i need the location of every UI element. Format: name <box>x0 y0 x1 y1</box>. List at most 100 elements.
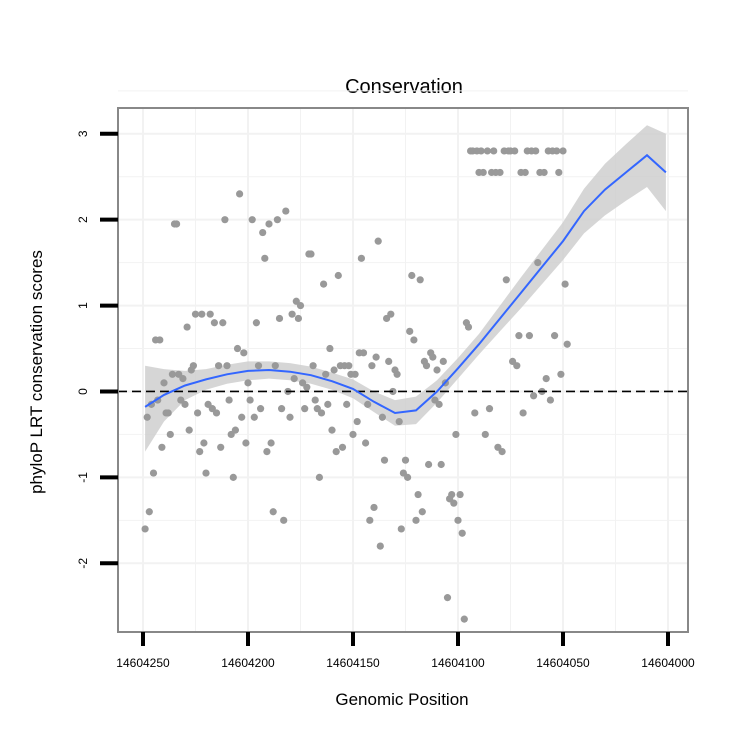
data-point <box>458 529 466 537</box>
data-point <box>395 417 403 426</box>
data-point <box>143 413 151 421</box>
data-point <box>359 349 368 357</box>
data-point <box>278 405 286 413</box>
data-point <box>393 370 401 378</box>
data-point <box>238 413 246 421</box>
data-point <box>145 508 153 516</box>
data-point <box>456 490 464 499</box>
data-point <box>362 439 370 447</box>
data-point <box>429 353 437 361</box>
data-point <box>173 220 181 228</box>
data-point <box>513 362 521 370</box>
data-point <box>479 168 487 177</box>
x-axis-label: Genomic Position <box>335 690 468 709</box>
data-point <box>225 396 233 404</box>
data-point <box>406 327 414 335</box>
data-point <box>280 516 288 524</box>
data-point <box>534 259 542 267</box>
data-point <box>483 147 491 155</box>
data-point <box>200 439 208 447</box>
data-point <box>267 439 275 447</box>
data-point <box>309 362 317 370</box>
data-point <box>372 353 380 361</box>
data-point <box>202 469 210 477</box>
data-point <box>219 319 227 327</box>
data-point <box>370 503 378 512</box>
data-point <box>542 374 550 383</box>
data-point <box>250 413 258 421</box>
data-point <box>351 370 359 378</box>
data-point <box>557 370 565 378</box>
data-point <box>242 439 250 447</box>
data-point <box>303 383 311 391</box>
data-point <box>378 413 386 421</box>
x-tick-label: 14604100 <box>431 656 485 670</box>
x-tick-label: 14604250 <box>116 656 170 670</box>
data-point <box>315 473 323 481</box>
data-point <box>263 448 271 456</box>
x-tick-label: 14604050 <box>536 656 590 670</box>
data-point <box>435 400 443 408</box>
data-point <box>366 516 374 524</box>
data-point <box>311 396 319 404</box>
data-point <box>454 516 462 524</box>
data-point <box>164 409 172 417</box>
data-point <box>322 370 330 378</box>
data-point <box>450 499 458 507</box>
data-point <box>290 374 298 383</box>
data-point <box>519 409 527 417</box>
data-point <box>425 460 433 469</box>
data-point <box>212 409 221 417</box>
data-point <box>330 366 338 374</box>
data-point <box>166 430 174 439</box>
data-point <box>191 310 200 318</box>
data-point <box>485 405 494 413</box>
data-point <box>156 336 164 344</box>
data-point <box>490 147 498 155</box>
panel-border <box>117 107 689 633</box>
data-point <box>179 374 187 383</box>
data-point <box>433 366 441 374</box>
data-point <box>353 417 361 426</box>
data-point <box>364 400 372 408</box>
data-point <box>246 396 254 404</box>
data-point <box>404 473 412 481</box>
data-point <box>332 448 340 456</box>
data-point <box>158 443 166 451</box>
data-point <box>248 216 256 224</box>
data-point <box>422 362 431 370</box>
data-point <box>210 319 218 327</box>
x-tick-label: 14604000 <box>641 656 695 670</box>
data-point <box>385 357 393 366</box>
data-point <box>559 147 567 155</box>
data-point <box>244 379 252 387</box>
data-point <box>294 314 302 323</box>
data-point <box>257 405 265 413</box>
data-point <box>511 147 519 155</box>
data-point <box>546 396 555 404</box>
data-point <box>464 323 473 331</box>
data-point <box>334 271 342 280</box>
data-point <box>320 280 328 288</box>
y-tick-label: 1 <box>76 302 90 309</box>
data-point <box>236 190 244 198</box>
data-point <box>496 168 504 177</box>
data-point <box>206 310 214 318</box>
data-point <box>288 310 296 318</box>
x-tick-label: 14604200 <box>221 656 275 670</box>
data-point <box>387 310 395 318</box>
data-point <box>282 207 290 215</box>
smooth-line <box>144 153 667 415</box>
data-point <box>217 443 225 451</box>
y-tick-label: 3 <box>76 130 90 137</box>
data-point <box>416 276 424 284</box>
data-point <box>540 168 548 177</box>
data-point <box>269 508 277 516</box>
data-point <box>357 254 365 262</box>
data-point <box>481 430 489 439</box>
data-point <box>338 443 347 451</box>
data-point <box>194 409 202 417</box>
data-point <box>551 332 559 340</box>
data-point <box>530 392 538 400</box>
data-point <box>240 349 248 357</box>
